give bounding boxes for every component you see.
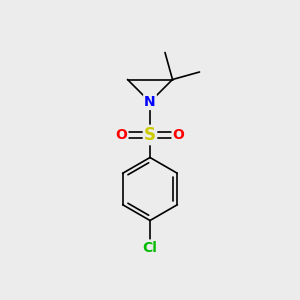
Text: O: O — [116, 128, 128, 142]
Text: S: S — [144, 126, 156, 144]
Text: N: N — [144, 95, 156, 109]
Text: O: O — [172, 128, 184, 142]
Text: Cl: Cl — [142, 241, 158, 254]
